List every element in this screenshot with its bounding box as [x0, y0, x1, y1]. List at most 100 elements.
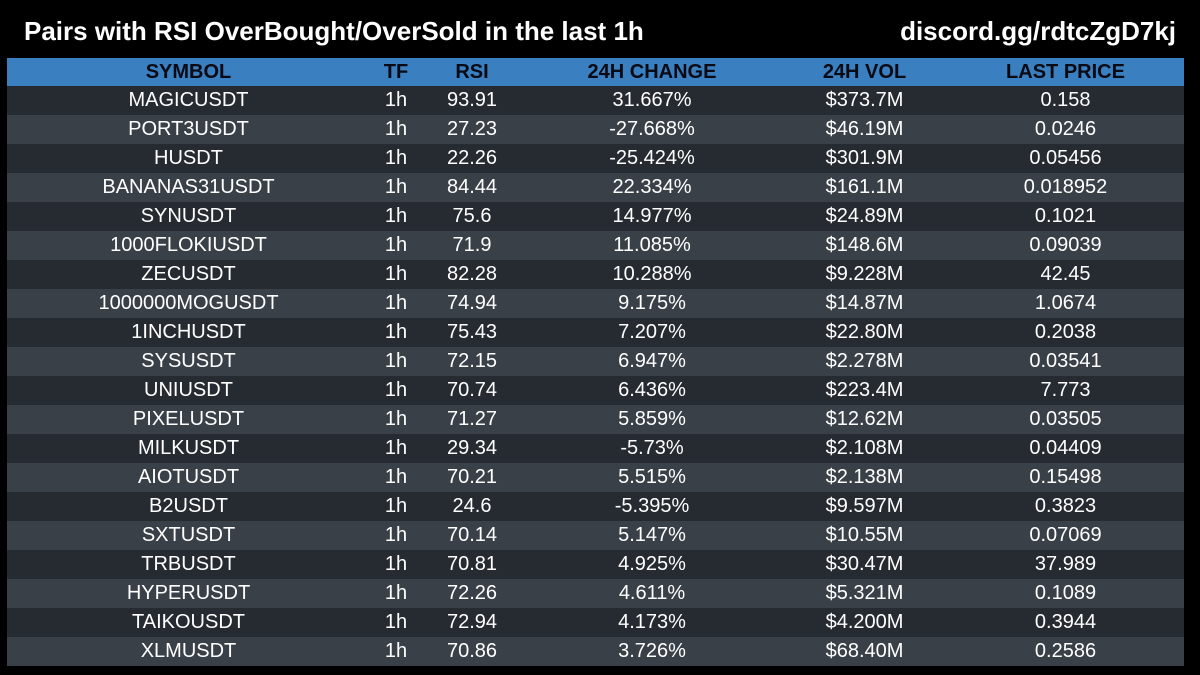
tf-cell: 1h	[384, 292, 408, 314]
column-header-symbol: SYMBOL	[145, 61, 232, 83]
discord-link[interactable]: discord.gg/rdtcZgD7kj	[900, 16, 1176, 46]
change-cell: 5.515%	[618, 466, 686, 488]
rsi-cell: 70.81	[446, 553, 498, 575]
symbol-cell: 1000000MOGUSDT	[98, 292, 279, 314]
rsi-cell: 84.44	[446, 176, 498, 198]
volume-cell: $22.80M	[825, 321, 904, 343]
table-row: SYNUSDT 1h 75.6 14.977% $24.89M 0.1021	[7, 202, 1184, 231]
price-cell: 0.04409	[1029, 437, 1102, 459]
tf-cell: 1h	[384, 408, 408, 430]
tf-cell: 1h	[384, 234, 408, 256]
tf-cell: 1h	[384, 640, 408, 662]
volume-cell: $4.200M	[825, 611, 904, 633]
tf-cell: 1h	[384, 350, 408, 372]
symbol-cell: ZECUSDT	[141, 263, 236, 285]
price-cell: 0.15498	[1029, 466, 1102, 488]
tf-cell: 1h	[384, 263, 408, 285]
change-cell: -5.395%	[614, 495, 690, 517]
change-cell: 7.207%	[618, 321, 686, 343]
tf-cell: 1h	[384, 379, 408, 401]
change-cell: -25.424%	[609, 147, 695, 169]
price-cell: 0.05456	[1029, 147, 1102, 169]
page-title: Pairs with RSI OverBought/OverSold in th…	[24, 16, 644, 46]
tf-cell: 1h	[384, 611, 408, 633]
volume-cell: $10.55M	[825, 524, 904, 546]
volume-cell: $2.108M	[825, 437, 904, 459]
table-row: HUSDT 1h 22.26 -25.424% $301.9M 0.05456	[7, 144, 1184, 173]
tf-cell: 1h	[384, 176, 408, 198]
column-header-last-price: LAST PRICE	[1006, 61, 1125, 83]
volume-cell: $373.7M	[825, 89, 904, 111]
table-row: TAIKOUSDT 1h 72.94 4.173% $4.200M 0.3944	[7, 608, 1184, 637]
symbol-cell: HUSDT	[154, 147, 223, 169]
table-row: 1INCHUSDT 1h 75.43 7.207% $22.80M 0.2038	[7, 318, 1184, 347]
rsi-cell: 70.86	[446, 640, 498, 662]
volume-cell: $301.9M	[825, 147, 904, 169]
volume-cell: $14.87M	[825, 292, 904, 314]
price-cell: 1.0674	[1034, 292, 1097, 314]
volume-cell: $223.4M	[825, 379, 904, 401]
price-cell: 0.2038	[1034, 321, 1097, 343]
table-body: MAGICUSDT 1h 93.91 31.667% $373.7M 0.158 PORT3…	[7, 86, 1184, 666]
rsi-cell: 72.15	[446, 350, 498, 372]
volume-cell: $148.6M	[825, 234, 904, 256]
rsi-cell: 70.21	[446, 466, 498, 488]
column-header-24h-vol: 24H VOL	[822, 61, 907, 83]
rsi-cell: 29.34	[446, 437, 498, 459]
symbol-cell: XLMUSDT	[140, 640, 237, 662]
change-cell: 14.977%	[612, 205, 692, 227]
symbol-cell: B2USDT	[149, 495, 228, 517]
column-header-rsi: RSI	[455, 61, 489, 83]
symbol-cell: TAIKOUSDT	[132, 611, 245, 633]
column-header-tf: TF	[383, 61, 409, 83]
symbol-cell: MAGICUSDT	[128, 89, 249, 111]
tf-cell: 1h	[384, 321, 408, 343]
table-row: PORT3USDT 1h 27.23 -27.668% $46.19M 0.0246	[7, 115, 1184, 144]
table-row: ZECUSDT 1h 82.28 10.288% $9.228M 42.45	[7, 260, 1184, 289]
symbol-cell: SYSUSDT	[141, 350, 236, 372]
header-row: SYMBOL TF RSI 24H CHANGE 24H VOL LAST PR…	[7, 58, 1184, 86]
price-cell: 7.773	[1040, 379, 1091, 401]
rsi-cell: 72.94	[446, 611, 498, 633]
rsi-cell: 70.14	[446, 524, 498, 546]
rsi-cell: 74.94	[446, 292, 498, 314]
table-row: HYPERUSDT 1h 72.26 4.611% $5.321M 0.1089	[7, 579, 1184, 608]
volume-cell: $2.138M	[825, 466, 904, 488]
volume-cell: $46.19M	[825, 118, 904, 140]
symbol-cell: BANANAS31USDT	[102, 176, 275, 198]
change-cell: 5.147%	[618, 524, 686, 546]
rsi-cell: 24.6	[452, 495, 492, 517]
price-cell: 0.03505	[1029, 408, 1102, 430]
symbol-cell: 1000FLOKIUSDT	[110, 234, 267, 256]
rsi-cell: 71.9	[452, 234, 492, 256]
price-cell: 42.45	[1040, 263, 1091, 285]
tf-cell: 1h	[384, 147, 408, 169]
price-cell: 0.09039	[1029, 234, 1102, 256]
table-row: AIOTUSDT 1h 70.21 5.515% $2.138M 0.15498	[7, 463, 1184, 492]
table-row: BANANAS31USDT 1h 84.44 22.334% $161.1M 0.0189…	[7, 173, 1184, 202]
change-cell: 4.173%	[618, 611, 686, 633]
rsi-cell: 70.74	[446, 379, 498, 401]
rsi-cell: 75.43	[446, 321, 498, 343]
change-cell: 4.925%	[618, 553, 686, 575]
rsi-cell: 82.28	[446, 263, 498, 285]
rsi-cell: 71.27	[446, 408, 498, 430]
rsi-cell: 75.6	[452, 205, 492, 227]
symbol-cell: PIXELUSDT	[132, 408, 245, 430]
column-header-24h-change: 24H CHANGE	[587, 61, 717, 83]
tf-cell: 1h	[384, 205, 408, 227]
change-cell: 6.947%	[618, 350, 686, 372]
tf-cell: 1h	[384, 582, 408, 604]
change-cell: 3.726%	[618, 640, 686, 662]
symbol-cell: SXTUSDT	[141, 524, 236, 546]
change-cell: -27.668%	[609, 118, 695, 140]
volume-cell: $2.278M	[825, 350, 904, 372]
symbol-cell: HYPERUSDT	[126, 582, 251, 604]
tf-cell: 1h	[384, 89, 408, 111]
table-header: SYMBOL TF RSI 24H CHANGE 24H VOL LAST PR…	[7, 58, 1184, 86]
change-cell: 9.175%	[618, 292, 686, 314]
symbol-cell: AIOTUSDT	[137, 466, 240, 488]
change-cell: -5.73%	[620, 437, 684, 459]
price-cell: 0.3944	[1034, 611, 1097, 633]
symbol-cell: UNIUSDT	[144, 379, 233, 401]
